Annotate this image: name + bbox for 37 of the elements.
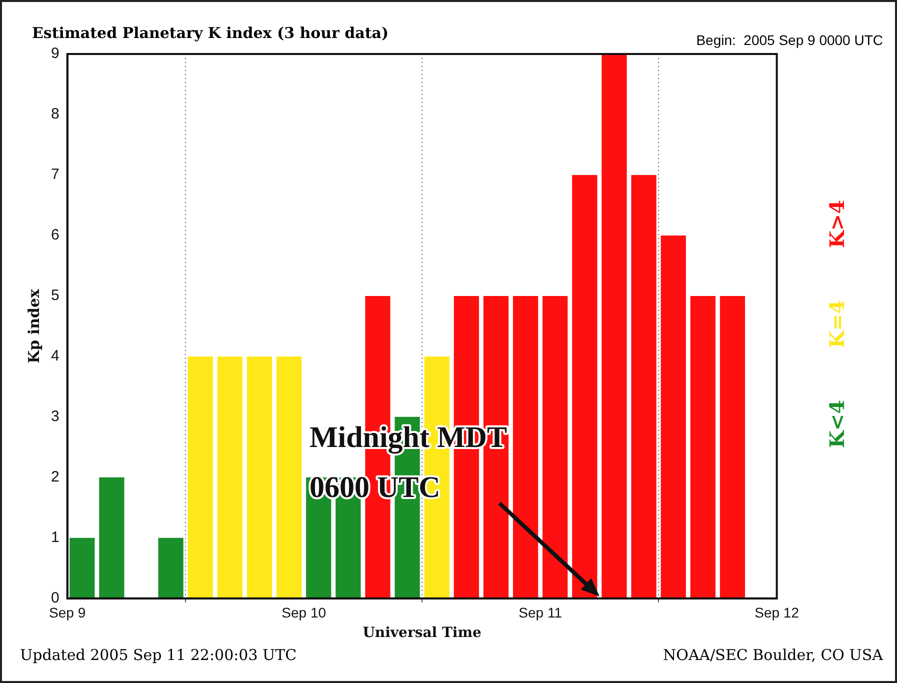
- chart-subtitle: Begin: 2005 Sep 9 0000 UTC: [696, 32, 883, 48]
- bar: [217, 356, 242, 598]
- y-tick-label: 7: [51, 166, 60, 184]
- chart-title: Estimated Planetary K index (3 hour data): [32, 24, 389, 42]
- bar: [188, 356, 213, 598]
- bar: [542, 296, 568, 598]
- text: K>4: [825, 198, 849, 250]
- x-tick-label: Sep 12: [754, 604, 800, 621]
- text: K=4: [825, 298, 849, 350]
- y-tick-label: 1: [51, 529, 60, 546]
- bar: [660, 235, 686, 598]
- bar: [70, 538, 95, 598]
- x-tick-label: Sep 10: [282, 604, 326, 621]
- y-tick-label: 8: [51, 106, 60, 123]
- y-axis-title: Kp index: [24, 288, 43, 364]
- y-tick-label: 3: [51, 408, 60, 426]
- y-tick-label: 5: [51, 287, 60, 304]
- bar: [720, 296, 746, 598]
- bar: [631, 174, 656, 598]
- y-tick-label: 0: [51, 590, 60, 607]
- bar: [512, 296, 538, 598]
- y-tick-label: 2: [51, 468, 60, 486]
- y-tick-label: 6: [51, 226, 60, 244]
- bar: [690, 296, 716, 598]
- y-tick-label: 4: [51, 348, 60, 365]
- x-tick-label: Sep 9: [49, 604, 86, 621]
- x-axis-title: Universal Time: [362, 625, 482, 642]
- text: NOAA/SEC Boulder, CO USA: [663, 646, 883, 664]
- bar: [246, 356, 272, 598]
- text: Updated 2005 Sep 11 22:00:03 UTC: [20, 646, 297, 664]
- bar: [99, 477, 124, 598]
- bar: [158, 538, 184, 598]
- text: K<4: [825, 398, 849, 450]
- bar: [602, 54, 627, 598]
- y-tick-label: 9: [51, 45, 60, 62]
- bar: [276, 356, 302, 598]
- x-tick-label: Sep 11: [518, 604, 562, 621]
